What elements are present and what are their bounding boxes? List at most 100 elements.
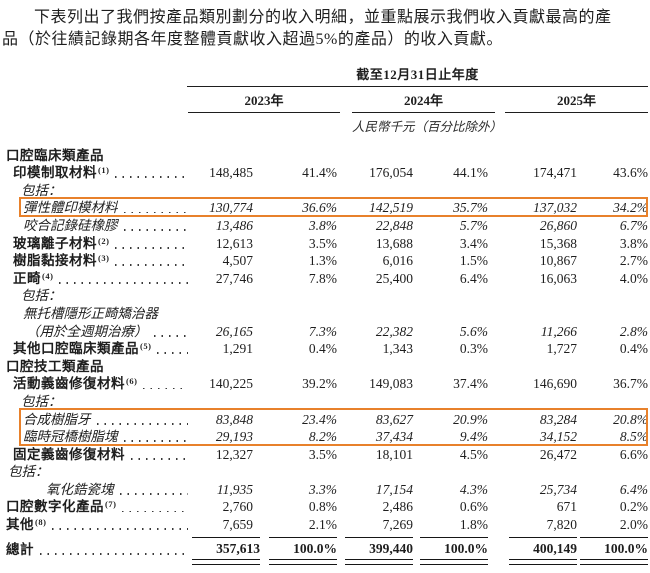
percent-cell: 3.3% xyxy=(308,481,337,497)
leader-dots xyxy=(115,264,188,267)
amount-cell: 671 xyxy=(556,499,577,515)
table-row: 包括： xyxy=(0,392,650,410)
row-label-text: 其他口腔臨床類產品 xyxy=(13,341,139,357)
amount-cell: 174,471 xyxy=(533,165,577,181)
row-label-text: 印模制取材料 xyxy=(13,165,97,181)
row-label: 包括： xyxy=(0,288,192,304)
percent-cell: 20.9% xyxy=(453,411,488,427)
table-body: 口腔臨床類產品 印模制取材料 (1) 148,485 41.4% 176,054 44.1%… xyxy=(0,146,650,573)
total-value: 399,440 xyxy=(345,537,413,565)
row-label: 氧化鋯瓷塊 xyxy=(0,482,192,498)
year-label-2023: 2023年 xyxy=(188,88,340,113)
leader-dots xyxy=(157,352,188,355)
amount-cell: 83,848 xyxy=(215,411,253,427)
intro-paragraph: 下表列出了我們按產品類別劃分的收入明細，並重點展示我們收入貢獻最高的產 品（於往… xyxy=(0,0,650,51)
percent-cell: 100.0% xyxy=(577,537,648,565)
row-label-text: 其他 xyxy=(6,517,34,533)
amount-cell: 357,613 xyxy=(192,537,260,565)
percent-cell: 100.0% xyxy=(253,537,337,565)
amount-cell: 7,269 xyxy=(382,517,413,533)
row-label: 包括： xyxy=(0,394,192,410)
row-label: 口腔數字化產品 (7) xyxy=(0,499,192,515)
table-header: 截至12月31日止年度 2023年 2024年 2025年 人民幣千元（百分比除… xyxy=(0,64,650,135)
percent-cell: 3.5% xyxy=(308,446,337,462)
amount-cell: 1,343 xyxy=(382,341,413,357)
table-row: 無托槽隱形正畸矯治器 xyxy=(0,304,650,322)
total-value: 400,149 xyxy=(509,537,577,565)
row-label-text: 包括： xyxy=(21,288,62,304)
percent-cell: 6.7% xyxy=(619,217,648,233)
table-row: 口腔臨床類產品 xyxy=(0,146,650,164)
percent-cell: 35.7% xyxy=(453,200,488,216)
amount-cell: 399,440 xyxy=(337,537,413,565)
table-row: 氧化鋯瓷塊 11,935 3.3% 17,154 4.3% 25,734 6.4% xyxy=(0,480,650,498)
percent-cell: 9.4% xyxy=(459,429,488,445)
row-label: 玻璃離子材料 (2) xyxy=(0,236,192,252)
amount-cell: 176,054 xyxy=(369,165,413,181)
percent-cell: 5.6% xyxy=(459,323,488,339)
percent-cell: 3.5% xyxy=(308,235,337,251)
row-label-text: 彈性體印模材料 xyxy=(23,200,118,216)
row-label-text: 包括： xyxy=(21,182,62,198)
double-rule xyxy=(509,559,577,565)
period-header: 截至12月31日止年度 xyxy=(187,64,648,87)
leader-dots xyxy=(119,493,188,495)
amount-cell: 25,400 xyxy=(375,270,413,286)
intro-line-2: 品（於往績記錄期各年度整體貢獻收入超過5%的產品）的收入貢獻。 xyxy=(2,31,503,48)
amount-cell: 11,935 xyxy=(216,481,253,497)
amount-cell: 12,327 xyxy=(215,446,253,462)
double-rule xyxy=(420,559,488,565)
row-label-text: 樹脂黏接材料 xyxy=(13,253,97,269)
leader-dots xyxy=(52,528,188,531)
amount-cell: 2,760 xyxy=(222,499,253,515)
percent-cell: 4.3% xyxy=(459,481,488,497)
amount-cell: 26,472 xyxy=(539,446,577,462)
percent-cell: 5.7% xyxy=(459,217,488,233)
percent-cell: 0.6% xyxy=(459,499,488,515)
amount-cell: 7,820 xyxy=(546,517,577,533)
highlight-box: 彈性體印模材料 130,774 36.6% 142,519 35.7% 137,032 34… xyxy=(0,196,650,217)
amount-cell: 6,016 xyxy=(382,253,413,269)
row-label-text: 氧化鋯瓷塊 xyxy=(46,481,114,497)
table-row: 合成樹脂牙 83,848 23.4% 83,627 20.9% 83,284 20.8% xyxy=(0,410,650,428)
amount-cell: 83,284 xyxy=(539,411,577,427)
year-label-2024: 2024年 xyxy=(352,88,495,113)
percent-cell: 6.4% xyxy=(459,270,488,286)
percent-cell: 1.3% xyxy=(308,253,337,269)
percent-cell: 37.4% xyxy=(453,376,488,392)
percent-cell: 1.5% xyxy=(459,253,488,269)
amount-cell: 140,225 xyxy=(209,376,253,392)
double-rule xyxy=(269,559,337,565)
total-value: 357,613 xyxy=(192,537,260,565)
amount-cell: 137,032 xyxy=(533,200,577,216)
row-label: 總計 xyxy=(0,542,192,558)
amount-cell: 25,734 xyxy=(539,481,577,497)
leader-dots xyxy=(96,422,188,425)
percent-cell: 4.5% xyxy=(459,446,488,462)
table-row: 包括： xyxy=(0,287,650,305)
year-columns: 2023年 2024年 2025年 xyxy=(188,88,648,113)
table-row: 包括： xyxy=(0,181,650,199)
total-value: 100.0% xyxy=(269,537,337,565)
leader-dots xyxy=(40,553,188,556)
row-label-text: 固定義齒修復材料 xyxy=(13,446,125,462)
percent-cell: 8.2% xyxy=(308,429,337,445)
amount-cell: 400,149 xyxy=(488,537,577,565)
table-row: 固定義齒修復材料 12,327 3.5% 18,101 4.5% 26,472 6.6% xyxy=(0,445,650,463)
row-label: 包括： xyxy=(0,464,192,480)
percent-cell: 3.4% xyxy=(459,235,488,251)
row-label: 合成樹脂牙 xyxy=(0,412,192,428)
amount-cell: 149,083 xyxy=(369,376,413,392)
amount-cell: 16,063 xyxy=(539,270,577,286)
row-label-text: 無托槽隱形正畸矯治器 xyxy=(23,305,158,321)
leader-dots xyxy=(115,246,188,249)
percent-cell: 3.8% xyxy=(308,217,337,233)
amount-cell: 12,613 xyxy=(215,235,253,251)
amount-cell: 2,486 xyxy=(382,499,413,515)
intro-line-1: 下表列出了我們按產品類別劃分的收入明細，並重點展示我們收入貢獻最高的產 xyxy=(34,9,612,26)
percent-cell: 39.2% xyxy=(302,376,337,392)
row-label: 其他口腔臨床類產品 (5) xyxy=(0,341,192,357)
amount-cell: 22,848 xyxy=(375,217,413,233)
leader-dots xyxy=(131,457,188,460)
amount-cell: 148,485 xyxy=(209,165,253,181)
